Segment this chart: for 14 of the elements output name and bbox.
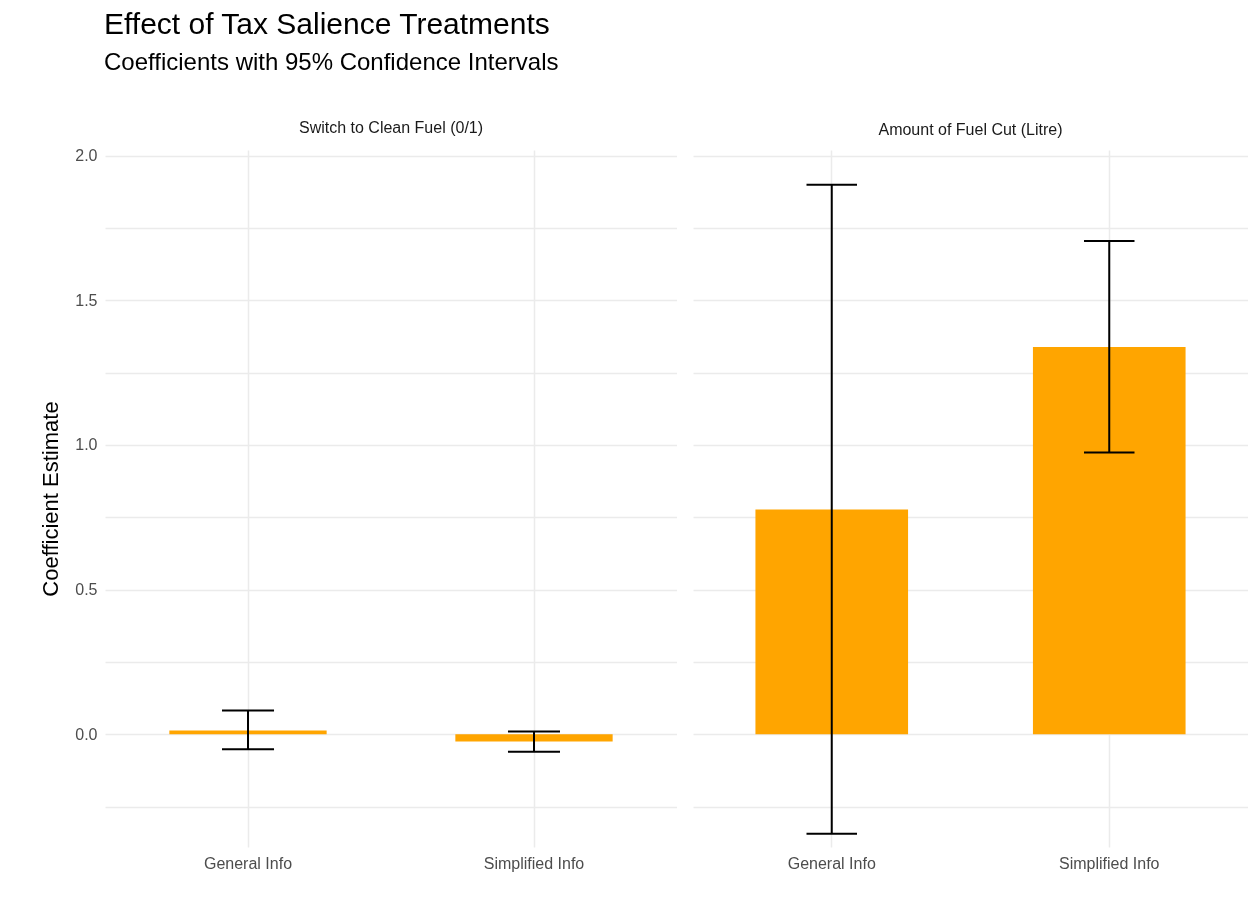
y-tick-label: 1.0 (75, 436, 98, 454)
chart-title: Amount of Fuel Cut (Litre) (878, 121, 1063, 138)
y-tick-label: 0.0 (75, 725, 98, 743)
y-tick-label: 0.5 (75, 581, 98, 599)
x-tick-label: General Info (203, 854, 293, 872)
x-tick-label: Simplified Info (1059, 854, 1160, 872)
y-tick-label: 2.0 (75, 147, 98, 165)
text: Effect of Tax Salience Treatments (104, 6, 551, 42)
text: Coefficients with 95% Confidence Intervals (104, 47, 559, 77)
x-tick-label: General Info (787, 854, 876, 872)
chart-title: Switch to Clean Fuel (0/1) (298, 118, 484, 136)
y-axis-title: Coefficient Estimate (38, 401, 64, 597)
x-tick-label: Simplified Info (483, 854, 585, 872)
y-tick-label: 1.5 (75, 291, 98, 309)
